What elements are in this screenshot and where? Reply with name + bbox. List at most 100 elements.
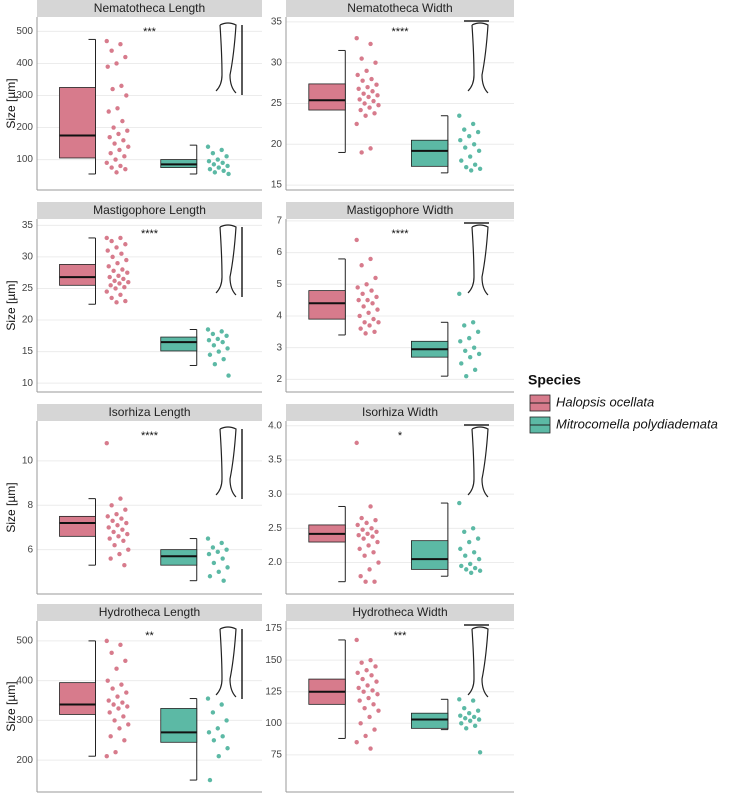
point bbox=[124, 690, 129, 695]
point bbox=[114, 511, 119, 517]
y-tick-label: 5 bbox=[276, 279, 282, 290]
point bbox=[355, 670, 360, 675]
point bbox=[205, 144, 211, 149]
point bbox=[476, 148, 482, 154]
y-tick-label: 25 bbox=[271, 98, 283, 109]
point bbox=[360, 291, 365, 296]
point bbox=[375, 93, 380, 98]
point bbox=[371, 316, 376, 322]
point bbox=[114, 245, 119, 250]
strip bbox=[37, 604, 262, 621]
point bbox=[224, 154, 229, 159]
y-tick-label: 3 bbox=[276, 342, 282, 353]
point bbox=[216, 349, 221, 354]
point bbox=[367, 567, 372, 572]
point bbox=[365, 84, 370, 90]
point bbox=[110, 86, 115, 92]
box bbox=[410, 540, 449, 570]
point bbox=[457, 500, 462, 506]
point bbox=[115, 694, 120, 699]
point bbox=[125, 704, 130, 709]
point bbox=[206, 551, 212, 557]
y-tick-label: 175 bbox=[265, 623, 282, 634]
point bbox=[369, 526, 374, 531]
point bbox=[375, 692, 380, 697]
point bbox=[212, 170, 218, 175]
y-tick-label: 30 bbox=[22, 252, 34, 263]
point bbox=[225, 565, 230, 570]
point bbox=[111, 702, 116, 707]
point bbox=[123, 298, 128, 304]
point bbox=[121, 276, 126, 282]
point bbox=[371, 702, 376, 707]
point bbox=[112, 278, 117, 284]
point bbox=[119, 516, 124, 521]
point bbox=[206, 730, 212, 735]
point bbox=[370, 301, 375, 306]
point bbox=[375, 539, 380, 545]
y-tick-label: 500 bbox=[16, 636, 33, 647]
point bbox=[464, 726, 469, 731]
point bbox=[122, 738, 127, 743]
strip bbox=[37, 202, 262, 219]
strip bbox=[37, 404, 262, 421]
point bbox=[364, 282, 369, 287]
point bbox=[205, 536, 211, 541]
point bbox=[104, 638, 109, 644]
legend-label: Mitrocomella polydiademata bbox=[556, 416, 718, 431]
point bbox=[368, 657, 373, 663]
point bbox=[361, 536, 366, 541]
point bbox=[104, 440, 109, 446]
y-tick-label: 100 bbox=[16, 154, 33, 165]
y-tick-label: 20 bbox=[22, 315, 34, 326]
point bbox=[356, 297, 361, 303]
point bbox=[211, 343, 217, 348]
point bbox=[360, 78, 365, 83]
point bbox=[466, 539, 472, 545]
point bbox=[459, 361, 464, 366]
point bbox=[471, 345, 477, 350]
point bbox=[359, 263, 364, 268]
point bbox=[104, 289, 109, 294]
point bbox=[219, 329, 224, 334]
point bbox=[470, 698, 476, 703]
point bbox=[118, 163, 123, 169]
point bbox=[476, 556, 482, 562]
point bbox=[475, 329, 481, 334]
point bbox=[107, 536, 112, 541]
point bbox=[123, 54, 128, 60]
point bbox=[118, 42, 123, 47]
point bbox=[457, 291, 462, 296]
point bbox=[457, 697, 462, 702]
plot-area bbox=[37, 421, 262, 594]
point bbox=[111, 268, 116, 273]
point bbox=[366, 695, 371, 701]
point bbox=[125, 128, 130, 133]
y-tick-label: 200 bbox=[16, 122, 33, 133]
point bbox=[108, 734, 113, 739]
y-tick-label: 15 bbox=[22, 346, 34, 357]
significance: **** bbox=[141, 430, 159, 442]
box bbox=[59, 515, 96, 537]
point bbox=[220, 556, 225, 561]
point bbox=[104, 38, 109, 44]
point bbox=[207, 166, 213, 172]
point bbox=[365, 531, 370, 537]
point bbox=[363, 733, 368, 739]
significance: *** bbox=[143, 26, 157, 38]
point bbox=[105, 64, 110, 69]
point bbox=[464, 567, 469, 572]
point bbox=[107, 710, 112, 715]
point bbox=[357, 313, 362, 319]
box bbox=[308, 83, 346, 111]
y-tick-label: 8 bbox=[27, 500, 33, 511]
point bbox=[466, 335, 472, 341]
point bbox=[472, 367, 478, 373]
point bbox=[372, 111, 377, 116]
y-tick-label: 6 bbox=[276, 247, 282, 258]
point bbox=[359, 660, 364, 665]
point bbox=[225, 746, 230, 751]
panel-title: Nematotheca Length bbox=[94, 1, 205, 15]
point bbox=[207, 574, 213, 579]
point bbox=[216, 754, 221, 759]
